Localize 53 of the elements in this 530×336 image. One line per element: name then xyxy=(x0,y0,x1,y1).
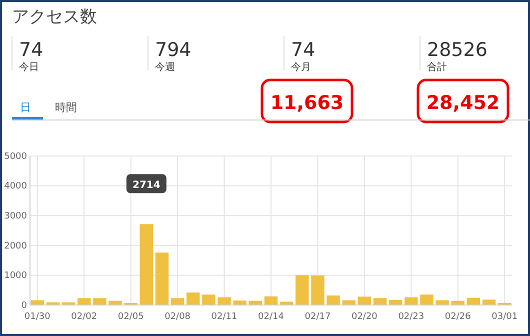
bar xyxy=(186,292,200,305)
y-tick-label: 2000 xyxy=(4,241,28,252)
text: 時間 xyxy=(55,101,77,114)
bar xyxy=(78,298,91,305)
bar xyxy=(264,296,278,305)
x-tick-label: 02/05 xyxy=(118,312,144,322)
y-tick-label: 5000 xyxy=(4,152,28,162)
y-tick-label: 3000 xyxy=(4,211,28,222)
annotation: 2714 xyxy=(132,180,160,192)
text: 今月 xyxy=(291,61,311,73)
bar xyxy=(404,297,418,305)
x-tick-label: 02/26 xyxy=(444,312,472,322)
bar xyxy=(280,302,294,305)
bar xyxy=(326,295,340,305)
bar xyxy=(373,298,387,305)
text: アクセス数 xyxy=(12,7,97,27)
x-tick-label: 02/20 xyxy=(351,312,378,322)
bar xyxy=(202,294,216,305)
text: 74 xyxy=(19,39,44,61)
x-tick-label: 01/30 xyxy=(24,312,51,322)
bar xyxy=(358,296,372,305)
text: 28526 xyxy=(427,39,488,61)
text: 合計 xyxy=(427,61,447,73)
text: 11,663 xyxy=(270,92,344,114)
text: 794 xyxy=(155,39,192,61)
bar xyxy=(30,300,44,305)
bar xyxy=(436,300,449,305)
x-tick-label: 03/01 xyxy=(492,312,518,322)
bar xyxy=(93,298,106,305)
bar xyxy=(140,224,154,305)
text: 28,452 xyxy=(426,92,500,114)
text: 今日 xyxy=(19,61,39,73)
bar xyxy=(170,298,184,305)
bar xyxy=(311,276,324,305)
x-tick-label: 02/23 xyxy=(398,312,424,322)
bar xyxy=(482,300,496,305)
text: 日 xyxy=(20,101,31,114)
bar xyxy=(420,294,434,305)
y-tick-label: 4000 xyxy=(4,182,28,192)
y-tick-label: 0 xyxy=(21,300,28,311)
bar xyxy=(233,300,246,305)
x-tick-label: 02/02 xyxy=(71,312,98,322)
x-tick-label: 02/11 xyxy=(211,312,238,322)
bar xyxy=(296,275,309,305)
x-tick-label: 02/17 xyxy=(304,312,331,322)
bar xyxy=(155,252,169,305)
x-tick-label: 02/08 xyxy=(164,312,191,322)
x-tick-label: 02/14 xyxy=(258,312,284,322)
bar xyxy=(342,300,356,305)
y-tick-label: 1000 xyxy=(4,271,28,282)
text: 74 xyxy=(291,39,316,61)
text: 今週 xyxy=(155,61,175,73)
bar xyxy=(218,297,231,305)
